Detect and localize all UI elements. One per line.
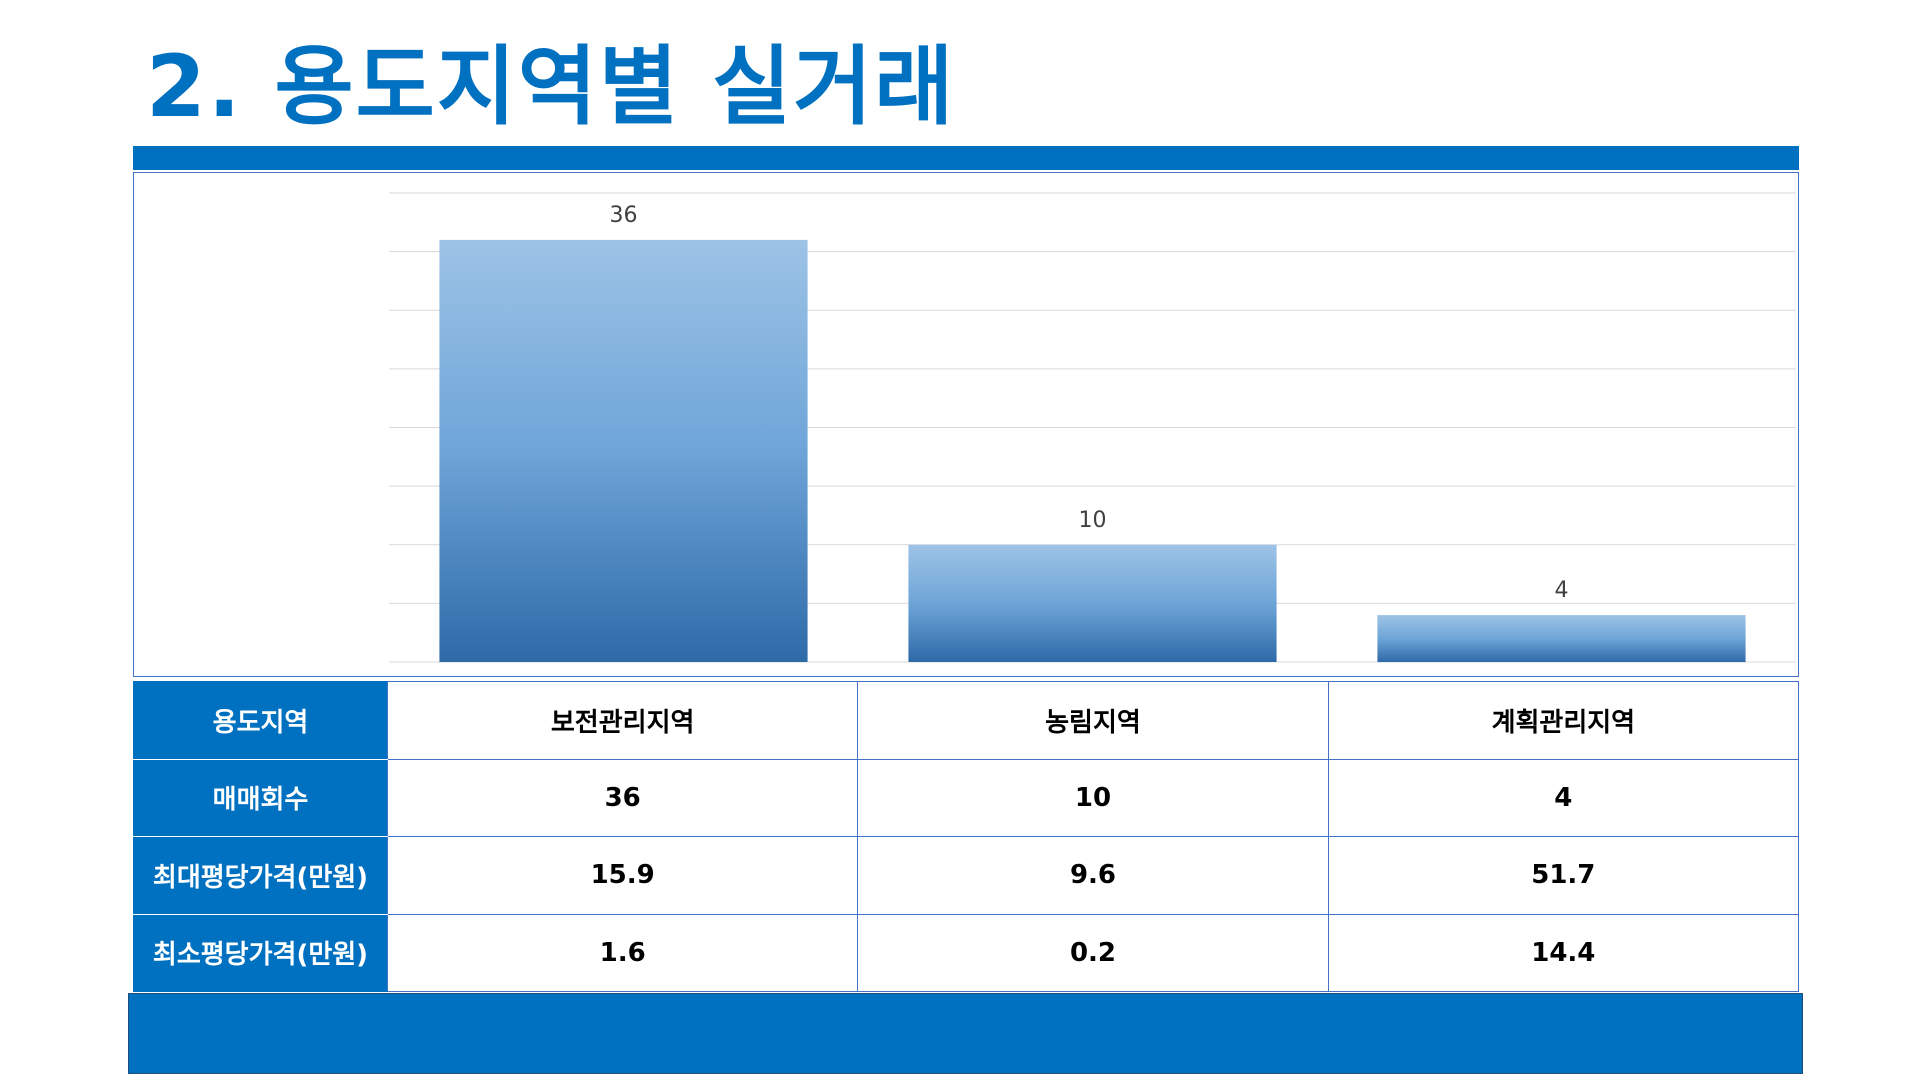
table-cell: 농림지역 [857,681,1329,760]
table-row: 최대평당가격(만원) 15.9 9.6 51.7 [133,836,1800,915]
bar-chart: 36 10 4 [133,172,1799,677]
table-cell: 1.6 [386,913,859,992]
bar-data-label: 10 [1079,508,1107,533]
table-cell: 15.9 [386,836,859,915]
data-table: 용도지역 보전관리지역 농림지역 계획관리지역 매매회수 36 10 4 최대평당가격(만원) 1… [133,681,1800,992]
bar-3 [1377,615,1746,662]
bar-data-label: 4 [1555,578,1569,603]
row-header: 용도지역 [133,681,388,760]
title-underline-bar [133,146,1799,170]
table-cell: 9.6 [857,836,1329,915]
row-header: 최소평당가격(만원) [133,913,388,992]
bar-2 [908,544,1277,662]
table-row: 용도지역 보전관리지역 농림지역 계획관리지역 [133,681,1800,760]
table-cell: 보전관리지역 [386,681,859,760]
bars [439,239,1746,662]
table-row: 최소평당가격(만원) 1.6 0.2 14.4 [133,913,1800,992]
bar-data-label: 36 [610,203,638,228]
bar-1 [439,239,808,662]
table-cell: 51.7 [1327,836,1800,915]
table-cell: 계획관리지역 [1327,681,1800,760]
row-header: 매매회수 [133,758,388,837]
table-cell: 14.4 [1327,913,1800,992]
footer-bar [128,993,1803,1074]
table-cell: 10 [857,758,1329,837]
table-row: 매매회수 36 10 4 [133,758,1800,837]
table-cell: 36 [386,758,859,837]
table-cell: 0.2 [857,913,1329,992]
row-header: 최대평당가격(만원) [133,836,388,915]
bar-data-labels: 36 10 4 [610,203,1569,603]
table-cell: 4 [1327,758,1800,837]
bar-chart-svg: 36 10 4 [389,192,1796,663]
page-title: 2. 용도지역별 실거래 [146,37,956,137]
